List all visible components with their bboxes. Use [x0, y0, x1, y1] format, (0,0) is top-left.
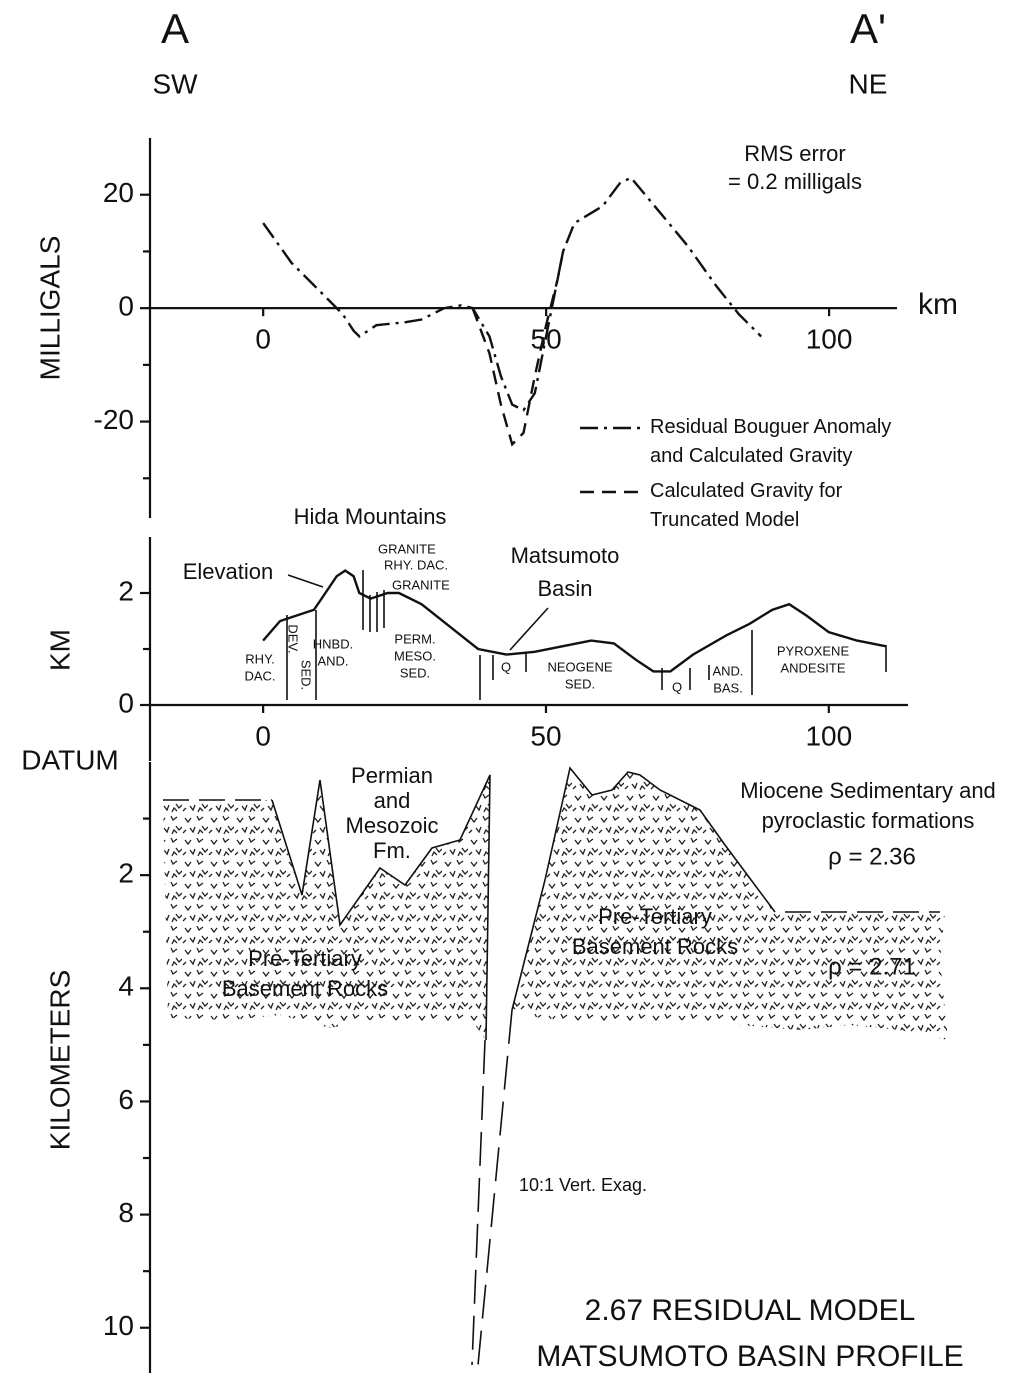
- y-tick-label: 2: [118, 858, 134, 889]
- annotation: RHY. DAC.: [384, 557, 448, 572]
- legend-label: Elevation: [183, 559, 274, 584]
- unit-label: SED.: [299, 660, 314, 690]
- annotation: Matsumoto: [511, 543, 620, 568]
- unit-label: Basement Rocks: [572, 934, 738, 959]
- y-axis-label: KM: [44, 629, 75, 671]
- annotation: GRANITE: [378, 541, 436, 556]
- unit-label: Basement Rocks: [222, 976, 388, 1001]
- y-axis-label: KILOMETERS: [44, 970, 75, 1150]
- unit-label: HNBD.: [313, 636, 353, 651]
- unit-label: DEV.: [286, 624, 301, 653]
- data-line: [262, 176, 763, 412]
- unit-label: BAS.: [713, 680, 743, 695]
- legend-label: Residual Bouguer Anomaly and Calculated G…: [650, 416, 891, 467]
- unit-label: ANDESITE: [780, 660, 845, 675]
- unit-label: NEOGENE: [547, 659, 612, 674]
- pointer: [287, 574, 549, 651]
- basement-top: [271, 774, 491, 1041]
- direction: NE: [849, 68, 888, 99]
- unit-label: PYROXENE: [777, 643, 850, 658]
- unit-label: Permian: [351, 763, 433, 788]
- y-tick-label: 8: [118, 1197, 134, 1228]
- unit-label: DAC.: [244, 668, 275, 683]
- y-axis-label: MILLIGALS: [34, 236, 65, 381]
- x-tick-label: 0: [255, 324, 271, 355]
- unit-label: MESO.: [394, 648, 436, 663]
- annotation: 10:1 Vert. Exag.: [519, 1175, 647, 1195]
- x-tick-label: 50: [530, 720, 561, 751]
- direction: SW: [152, 68, 198, 99]
- unit-label: Miocene Sedimentary and: [740, 778, 996, 803]
- section-mark: A: [161, 5, 189, 52]
- unit-label: Q: [672, 679, 682, 694]
- unit-label: Q: [501, 659, 511, 674]
- basement-top: [511, 766, 776, 1011]
- contact: [286, 570, 887, 700]
- x-tick-label: 0: [255, 720, 271, 751]
- data-line: [262, 569, 886, 673]
- y-tick-label: 10: [103, 1310, 134, 1341]
- y-tick-label: 6: [118, 1084, 134, 1115]
- figure-title: MATSUMOTO BASIN PROFILE: [536, 1340, 963, 1373]
- unit-label: RHY.: [245, 651, 274, 666]
- annotation: GRANITE: [392, 577, 450, 592]
- unit-label: AND.: [317, 653, 348, 668]
- datum-label: DATUM: [21, 744, 118, 775]
- density: ρ = 2.36: [828, 843, 916, 870]
- y-tick-label: 2: [118, 575, 134, 606]
- unit-label: Pre-Tertiary: [248, 946, 362, 971]
- y-tick-label: 20: [103, 177, 134, 208]
- unit-label: SED.: [400, 665, 430, 680]
- y-tick-label: 0: [118, 291, 134, 322]
- basement-left: [163, 775, 490, 1040]
- unit-label: pyroclastic formations: [762, 808, 975, 833]
- unit-label: PERM.: [394, 631, 435, 646]
- note: RMS error: [744, 141, 845, 166]
- unit-label: Pre-Tertiary: [598, 904, 712, 929]
- unit-label: Mesozoic: [346, 813, 439, 838]
- data-line: [471, 251, 565, 447]
- x-tick-label: 100: [806, 324, 853, 355]
- x-axis-label: km: [918, 288, 958, 321]
- y-tick-label: 4: [118, 971, 134, 1002]
- note: = 0.2 milligals: [728, 169, 862, 194]
- fault: [471, 1009, 513, 1366]
- legend-label: Calculated Gravity for Truncated Model: [650, 480, 843, 531]
- annotation: Hida Mountains: [294, 504, 447, 529]
- y-tick-label: 0: [118, 687, 134, 718]
- x-tick-label: 100: [805, 720, 852, 751]
- density: ρ = 2.71: [828, 953, 916, 980]
- section-mark: A': [850, 5, 886, 52]
- unit-label: Fm.: [373, 838, 411, 863]
- annotation: Basin: [537, 576, 592, 601]
- basement-right: [512, 768, 948, 1040]
- unit-label: and: [374, 788, 411, 813]
- unit-label: AND.: [712, 663, 743, 678]
- unit-label: SED.: [565, 676, 595, 691]
- y-tick-label: -20: [94, 404, 134, 435]
- figure-title: 2.67 RESIDUAL MODEL: [585, 1294, 916, 1327]
